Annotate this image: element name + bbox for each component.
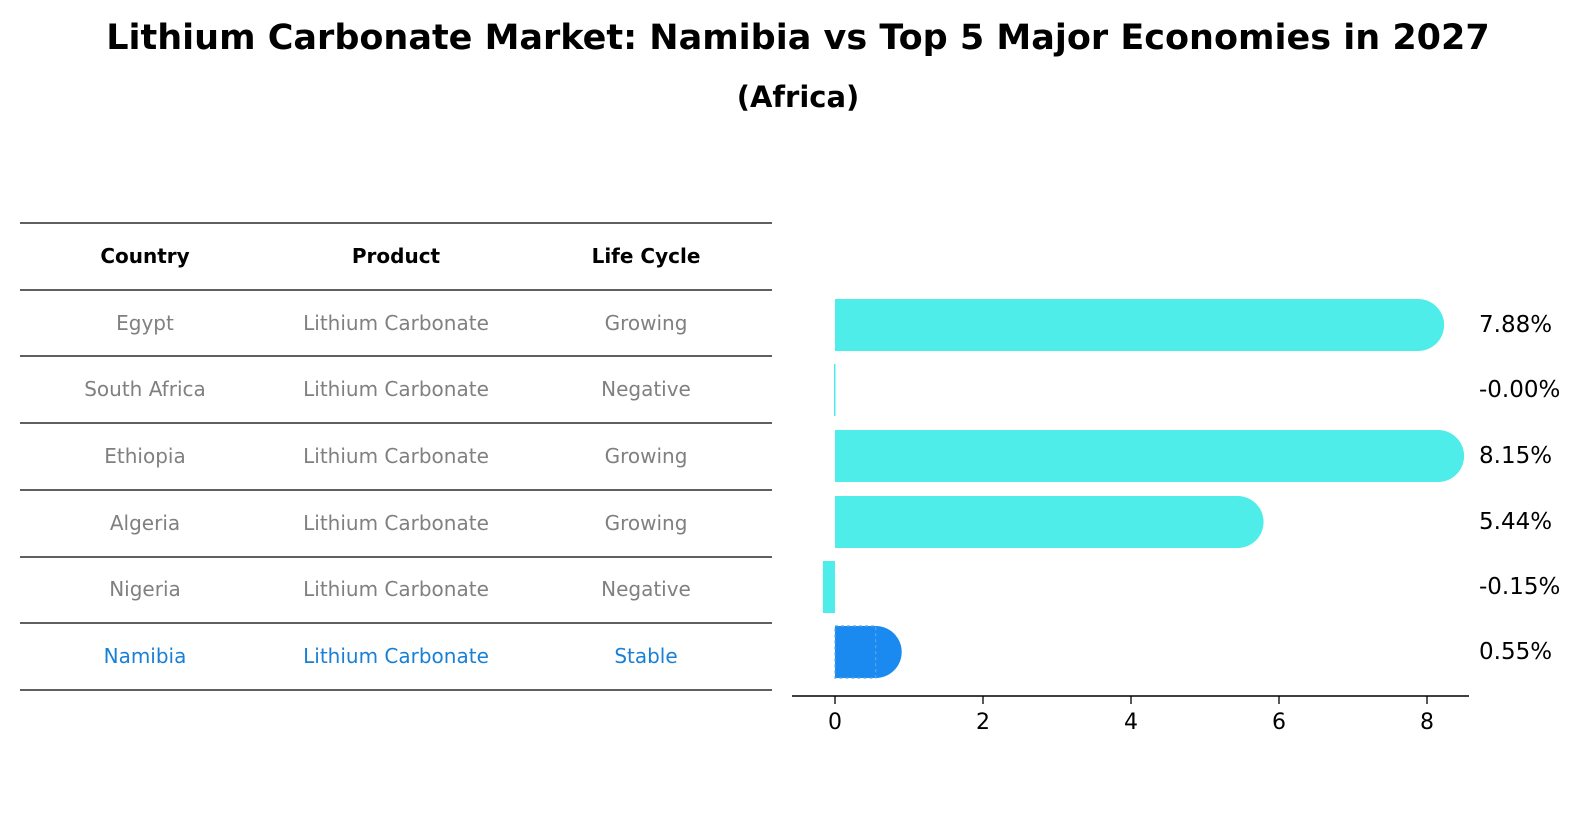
cell-product: Lithium Carbonate bbox=[303, 644, 489, 668]
cell-country: Algeria bbox=[110, 511, 180, 535]
x-tick-label: 2 bbox=[976, 710, 990, 735]
x-tick-label: 8 bbox=[1420, 710, 1434, 735]
value-label: 0.55% bbox=[1479, 639, 1552, 665]
cell-country: South Africa bbox=[84, 377, 206, 401]
bar-body bbox=[835, 430, 1439, 482]
x-axis: 0 2 4 6 8 bbox=[792, 695, 1469, 735]
bar-cap bbox=[1392, 299, 1445, 351]
bar bbox=[822, 561, 835, 613]
cell-life-cycle: Negative bbox=[601, 377, 691, 401]
bar-cap bbox=[1412, 430, 1465, 482]
cell-product: Lithium Carbonate bbox=[303, 577, 489, 601]
cell-life-cycle: Growing bbox=[605, 311, 688, 335]
table-row-highlight: Namibia Lithium Carbonate Stable bbox=[104, 644, 678, 668]
header-country: Country bbox=[100, 244, 189, 268]
table-row: Nigeria Lithium Carbonate Negative bbox=[109, 577, 691, 601]
bar bbox=[835, 496, 1264, 548]
header-life-cycle: Life Cycle bbox=[592, 244, 701, 268]
value-label: 5.44% bbox=[1479, 509, 1552, 535]
bar-hatch bbox=[834, 625, 877, 679]
x-tick-label: 0 bbox=[828, 710, 842, 735]
cell-product: Lithium Carbonate bbox=[303, 311, 489, 335]
table-row: Algeria Lithium Carbonate Growing bbox=[110, 511, 688, 535]
bar-cap bbox=[1211, 496, 1264, 548]
bar bbox=[834, 364, 836, 416]
cell-life-cycle: Negative bbox=[601, 577, 691, 601]
table-row: South Africa Lithium Carbonate Negative bbox=[84, 377, 691, 401]
cell-product: Lithium Carbonate bbox=[303, 444, 489, 468]
cell-product: Lithium Carbonate bbox=[303, 511, 489, 535]
header-product: Product bbox=[352, 244, 441, 268]
value-labels: 7.88% -0.00% 8.15% 5.44% -0.15% 0.55% bbox=[1479, 312, 1560, 665]
chart-subtitle: (Africa) bbox=[736, 80, 860, 114]
chart-title: Lithium Carbonate Market: Namibia vs Top… bbox=[106, 18, 1490, 58]
value-label: -0.00% bbox=[1479, 377, 1560, 403]
value-label: 8.15% bbox=[1479, 443, 1552, 469]
cell-country: Nigeria bbox=[109, 577, 181, 601]
x-tick-label: 6 bbox=[1272, 710, 1286, 735]
table-row: Egypt Lithium Carbonate Growing bbox=[116, 311, 687, 335]
bar-body bbox=[822, 561, 835, 613]
bars bbox=[822, 299, 1465, 679]
cell-life-cycle: Growing bbox=[605, 444, 688, 468]
bar bbox=[835, 299, 1445, 351]
bar-body bbox=[834, 364, 836, 416]
bar-highlight bbox=[834, 625, 902, 679]
bar-body bbox=[835, 299, 1419, 351]
cell-life-cycle: Growing bbox=[605, 511, 688, 535]
cell-country: Ethiopia bbox=[104, 444, 185, 468]
bar-body bbox=[835, 496, 1238, 548]
table-row: Ethiopia Lithium Carbonate Growing bbox=[104, 444, 687, 468]
bar bbox=[835, 430, 1465, 482]
cell-country: Egypt bbox=[116, 311, 174, 335]
value-label: -0.15% bbox=[1479, 574, 1560, 600]
cell-product: Lithium Carbonate bbox=[303, 377, 489, 401]
cell-life-cycle: Stable bbox=[614, 644, 677, 668]
cell-country: Namibia bbox=[104, 644, 187, 668]
value-label: 7.88% bbox=[1479, 312, 1552, 338]
x-tick-label: 4 bbox=[1124, 710, 1138, 735]
